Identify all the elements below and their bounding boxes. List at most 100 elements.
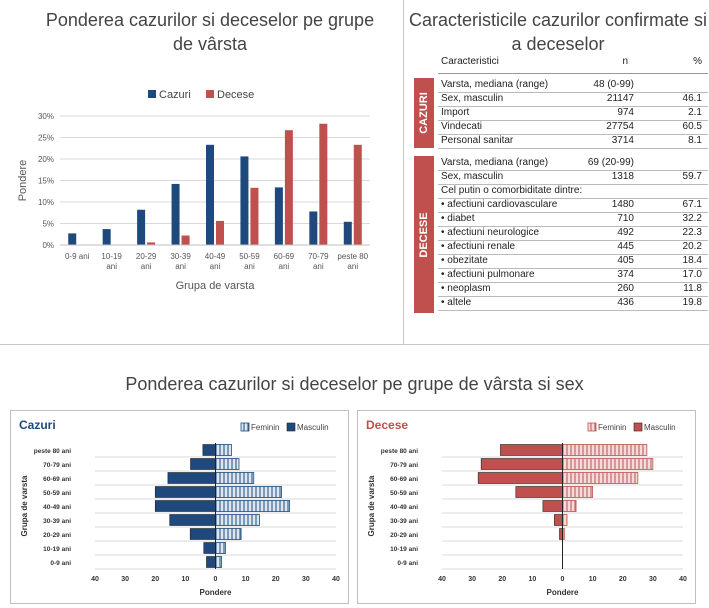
x-tick-label: 0-9 ani: [65, 252, 90, 261]
x-axis-label: Pondere: [199, 588, 232, 597]
decese-row-pct: 17.0: [682, 269, 702, 280]
cazuri-row-n: 21147: [606, 93, 634, 104]
y-tick-label: 0-9 ani: [397, 560, 418, 567]
bar-cazuri-30-39-ani: [171, 183, 180, 245]
bar-masculin-40-49-ani: [154, 500, 216, 512]
characteristics-table: Caracteristici n % CAZURI Varsta, median…: [414, 54, 709, 316]
cazuri-row-rule: [438, 134, 708, 135]
x-tick-label: 40-49 ani: [205, 252, 226, 271]
decese-pyramid-chart: Decese Feminin Masculin peste 80 ani 70-79 a…: [366, 418, 687, 597]
y-tick-label: 60-69 ani: [390, 476, 418, 483]
cazuri-row-pct: 60.5: [682, 121, 702, 132]
y-tick-label: 5%: [42, 220, 54, 229]
y-tick-label: 30-39 ani: [43, 518, 71, 525]
decese-row-label: • afectiuni renale: [441, 241, 516, 252]
decese-row-rule: [438, 296, 708, 297]
bar-masculin-peste-80-ani: [202, 444, 216, 456]
pyramid-title: Cazuri: [19, 418, 56, 432]
bar-feminin-60-69-ani: [215, 472, 255, 484]
decese-row-pct: 59.7: [682, 171, 702, 182]
decese-row-n: 492: [617, 227, 634, 238]
pyramid-section-title: Ponderea cazurilor si deceselor pe grupe…: [125, 374, 584, 394]
decese-row-n: 69 (20-99): [587, 157, 634, 168]
decese-row-label: • afectiuni neurologice: [441, 227, 540, 238]
x-tick-label: 10: [589, 576, 597, 583]
bar-masculin-60-69-ani: [477, 472, 563, 484]
decese-row-pct: 67.1: [682, 199, 702, 210]
cazuri-pyramid-panel: Cazuri Feminin Masculin peste 80 ani 70-79 a…: [10, 410, 349, 604]
decese-row-rule: [438, 240, 708, 241]
bar-masculin-peste-80-ani: [500, 444, 563, 456]
bar-decese-50-59-ani: [250, 187, 259, 245]
bar-decese-40-49-ani: [216, 220, 224, 245]
x-tick-label: 20: [498, 576, 506, 583]
decese-row-pct: 22.3: [682, 227, 702, 238]
bar-feminin-50-59-ani: [562, 486, 594, 498]
bar-decese-20-29-ani: [147, 242, 156, 245]
x-tick-label: 20: [272, 576, 280, 583]
cazuri-row-pct: 2.1: [688, 107, 702, 118]
decese-row-label: • afectiuni pulmonare: [441, 269, 535, 280]
legend-label-feminin: Feminin: [251, 423, 279, 432]
cazuri-row-label: Varsta, mediana (range): [441, 79, 549, 90]
decese-row-n: 445: [617, 241, 634, 252]
bar-feminin-70-79-ani: [215, 458, 240, 470]
cazuri-row: Import 974 2.1: [438, 107, 709, 121]
decese-row-rule: [438, 184, 708, 185]
bar-feminin-20-29-ani: [215, 528, 242, 540]
x-tick-label: 20-29 ani: [136, 252, 157, 271]
x-tick-label: 50-59 ani: [239, 252, 260, 271]
x-tick-label: 10: [242, 576, 250, 583]
legend-label-cazuri: Cazuri: [159, 89, 191, 101]
y-tick-label: 40-49 ani: [390, 504, 418, 511]
decese-row-n: 260: [617, 283, 634, 294]
bar-feminin-40-49-ani: [215, 500, 291, 512]
legend-swatch-masculin: [633, 422, 643, 432]
x-tick-label: 10-19 ani: [101, 252, 122, 271]
x-tick-label: 60-69 ani: [274, 252, 295, 271]
decese-row-label: • neoplasm: [441, 283, 491, 294]
bar-cazuri-60-69-ani: [274, 187, 283, 245]
legend-label-masculin: Masculin: [297, 423, 329, 432]
decese-row-label: • altele: [441, 297, 472, 308]
legend-swatch-masculin: [286, 422, 296, 432]
bar-feminin-peste-80-ani: [562, 444, 648, 456]
y-tick-label: 40-49 ani: [43, 504, 71, 511]
decese-row-rule: [438, 310, 708, 311]
cazuri-row-rule: [438, 106, 708, 107]
y-tick-label: 10%: [38, 198, 54, 207]
decese-row-rule: [438, 254, 708, 255]
legend-label-masculin: Masculin: [644, 423, 676, 432]
bar-cazuri-50-59-ani: [240, 156, 249, 245]
decese-row-label: Varsta, mediana (range): [441, 157, 549, 168]
x-tick-label: 40: [332, 576, 340, 583]
bar-cazuri-peste-80-ani: [343, 221, 352, 245]
cazuri-row-rule: [438, 92, 708, 93]
y-tick-label: 0-9 ani: [50, 560, 71, 567]
decese-row-rule: [438, 282, 708, 283]
age-group-bar-chart: 0% 5% 10% 15% 20% 25% 30% Pondere 0-9 ani 10-19 an…: [17, 89, 370, 292]
y-tick-label: 15%: [38, 177, 54, 186]
bar-feminin-70-79-ani: [562, 458, 654, 470]
x-tick-label: 10: [528, 576, 536, 583]
decese-row: Varsta, mediana (range) 69 (20-99): [438, 157, 709, 171]
header-n: n: [622, 56, 628, 67]
bar-masculin-40-49-ani: [542, 500, 563, 512]
decese-row: • neoplasm 260 11.8: [438, 283, 709, 297]
cazuri-row: Sex, masculin 21147 46.1: [438, 93, 709, 107]
bar-masculin-30-39-ani: [169, 514, 216, 526]
bar-cazuri-70-79-ani: [309, 211, 318, 245]
y-tick-label: 50-59 ani: [43, 490, 71, 497]
x-axis-label: Grupa de varsta: [176, 280, 256, 292]
y-tick-label: 60-69 ani: [43, 476, 71, 483]
x-tick-label: 40: [91, 576, 99, 583]
cazuri-row-pct: 46.1: [682, 93, 702, 104]
decese-row-n: 405: [617, 255, 634, 266]
decese-row-label: • afectiuni cardiovasculare: [441, 199, 558, 210]
bar-feminin-30-39-ani: [562, 514, 568, 526]
decese-row-rule: [438, 212, 708, 213]
legend-label-decese: Decese: [217, 89, 254, 101]
bar-masculin-60-69-ani: [167, 472, 216, 484]
bar-masculin-70-79-ani: [190, 458, 216, 470]
decese-row-n: 710: [617, 213, 634, 224]
